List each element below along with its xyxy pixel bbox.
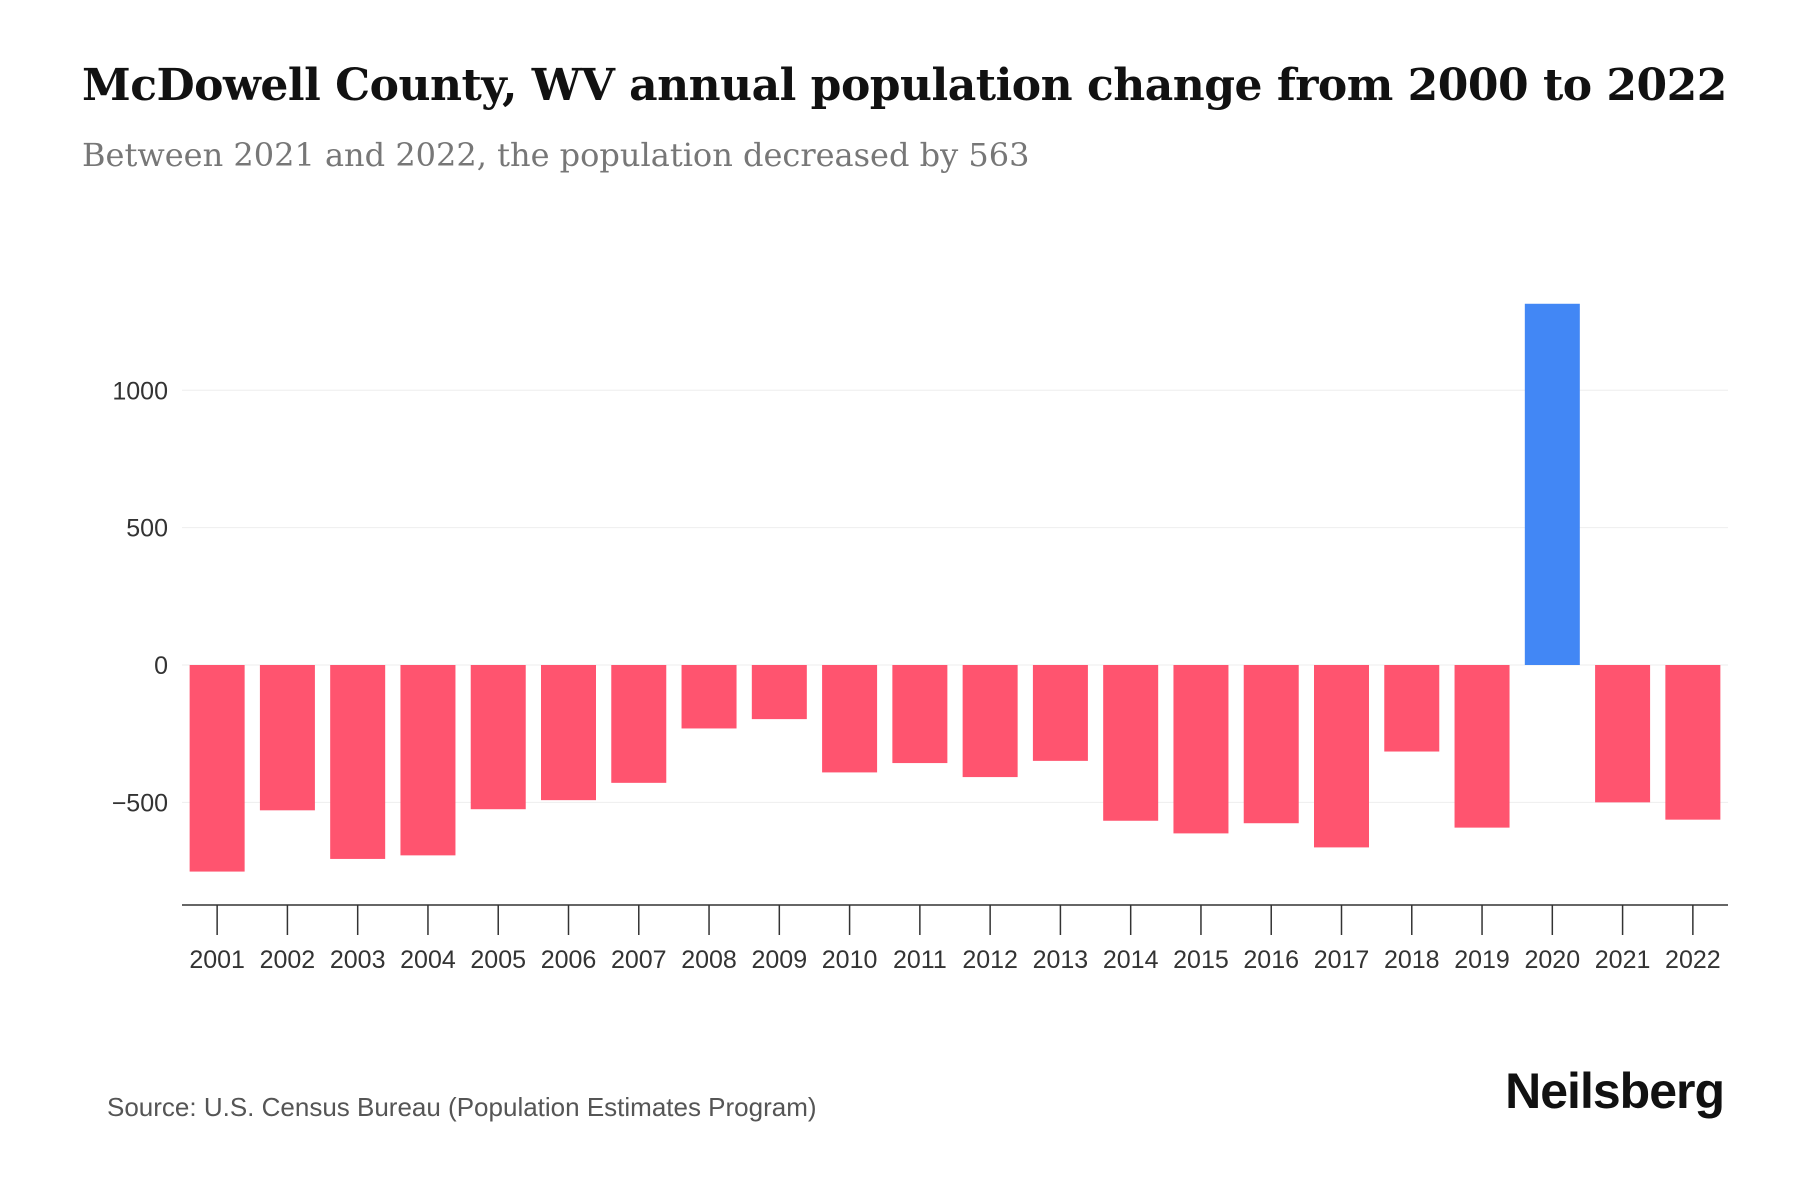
x-tick-label: 2014 xyxy=(1103,946,1159,974)
x-tick-label: 2007 xyxy=(611,946,667,974)
x-tick-label: 2013 xyxy=(1033,946,1089,974)
x-tick-label: 2008 xyxy=(681,946,737,974)
x-tick-label: 2021 xyxy=(1595,946,1651,974)
bar-2014 xyxy=(1103,665,1159,821)
bar-2006 xyxy=(541,665,596,801)
x-tick-label: 2010 xyxy=(822,946,878,974)
bar-2003 xyxy=(330,665,386,859)
x-tick-label: 2016 xyxy=(1243,946,1299,974)
bar-2018 xyxy=(1384,665,1440,752)
y-tick-label: −500 xyxy=(112,789,168,817)
bar-2007 xyxy=(611,665,667,783)
bar-2022 xyxy=(1665,665,1721,820)
bar-2009 xyxy=(751,665,807,720)
bar-2011 xyxy=(892,665,948,764)
x-tick-label: 2006 xyxy=(541,946,597,974)
bar-2005 xyxy=(470,665,526,810)
x-tick-label: 2018 xyxy=(1384,946,1440,974)
x-tick-label: 2005 xyxy=(470,946,526,974)
bar-2004 xyxy=(400,665,456,856)
x-tick-label: 2011 xyxy=(893,946,947,974)
x-tick-label: 2020 xyxy=(1525,946,1581,974)
bar-2021 xyxy=(1595,665,1651,803)
source-note: Source: U.S. Census Bureau (Population E… xyxy=(107,1092,817,1122)
x-tick-label: 2001 xyxy=(189,946,245,974)
bar-2010 xyxy=(822,665,878,773)
x-tick-label: 2019 xyxy=(1454,946,1510,974)
y-tick-label: 500 xyxy=(126,515,168,543)
x-tick-label: 2012 xyxy=(962,946,1018,974)
bar-2012 xyxy=(962,665,1018,778)
x-tick-label: 2022 xyxy=(1665,946,1721,974)
bar-2016 xyxy=(1243,665,1299,824)
bar-2020 xyxy=(1524,303,1580,665)
x-tick-label: 2002 xyxy=(260,946,316,974)
bar-2013 xyxy=(1032,665,1088,761)
bar-2015 xyxy=(1173,665,1229,834)
x-tick-label: 2015 xyxy=(1173,946,1229,974)
x-tick-label: 2004 xyxy=(400,946,456,974)
bar-2017 xyxy=(1314,665,1369,848)
y-tick-label: 0 xyxy=(154,652,168,680)
chart-subtitle: Between 2021 and 2022, the population de… xyxy=(82,136,1030,174)
x-tick-label: 2017 xyxy=(1314,946,1370,974)
bar-2008 xyxy=(681,665,737,729)
x-tick-label: 2003 xyxy=(330,946,386,974)
x-tick-label: 2009 xyxy=(752,946,808,974)
bar-2019 xyxy=(1454,665,1510,828)
chart-title: McDowell County, WV annual population ch… xyxy=(82,60,1727,111)
bar-2001 xyxy=(189,665,245,872)
bar-2002 xyxy=(259,665,315,811)
y-tick-label: 1000 xyxy=(112,377,168,405)
neilsberg-logo: Neilsberg xyxy=(1505,1063,1725,1119)
